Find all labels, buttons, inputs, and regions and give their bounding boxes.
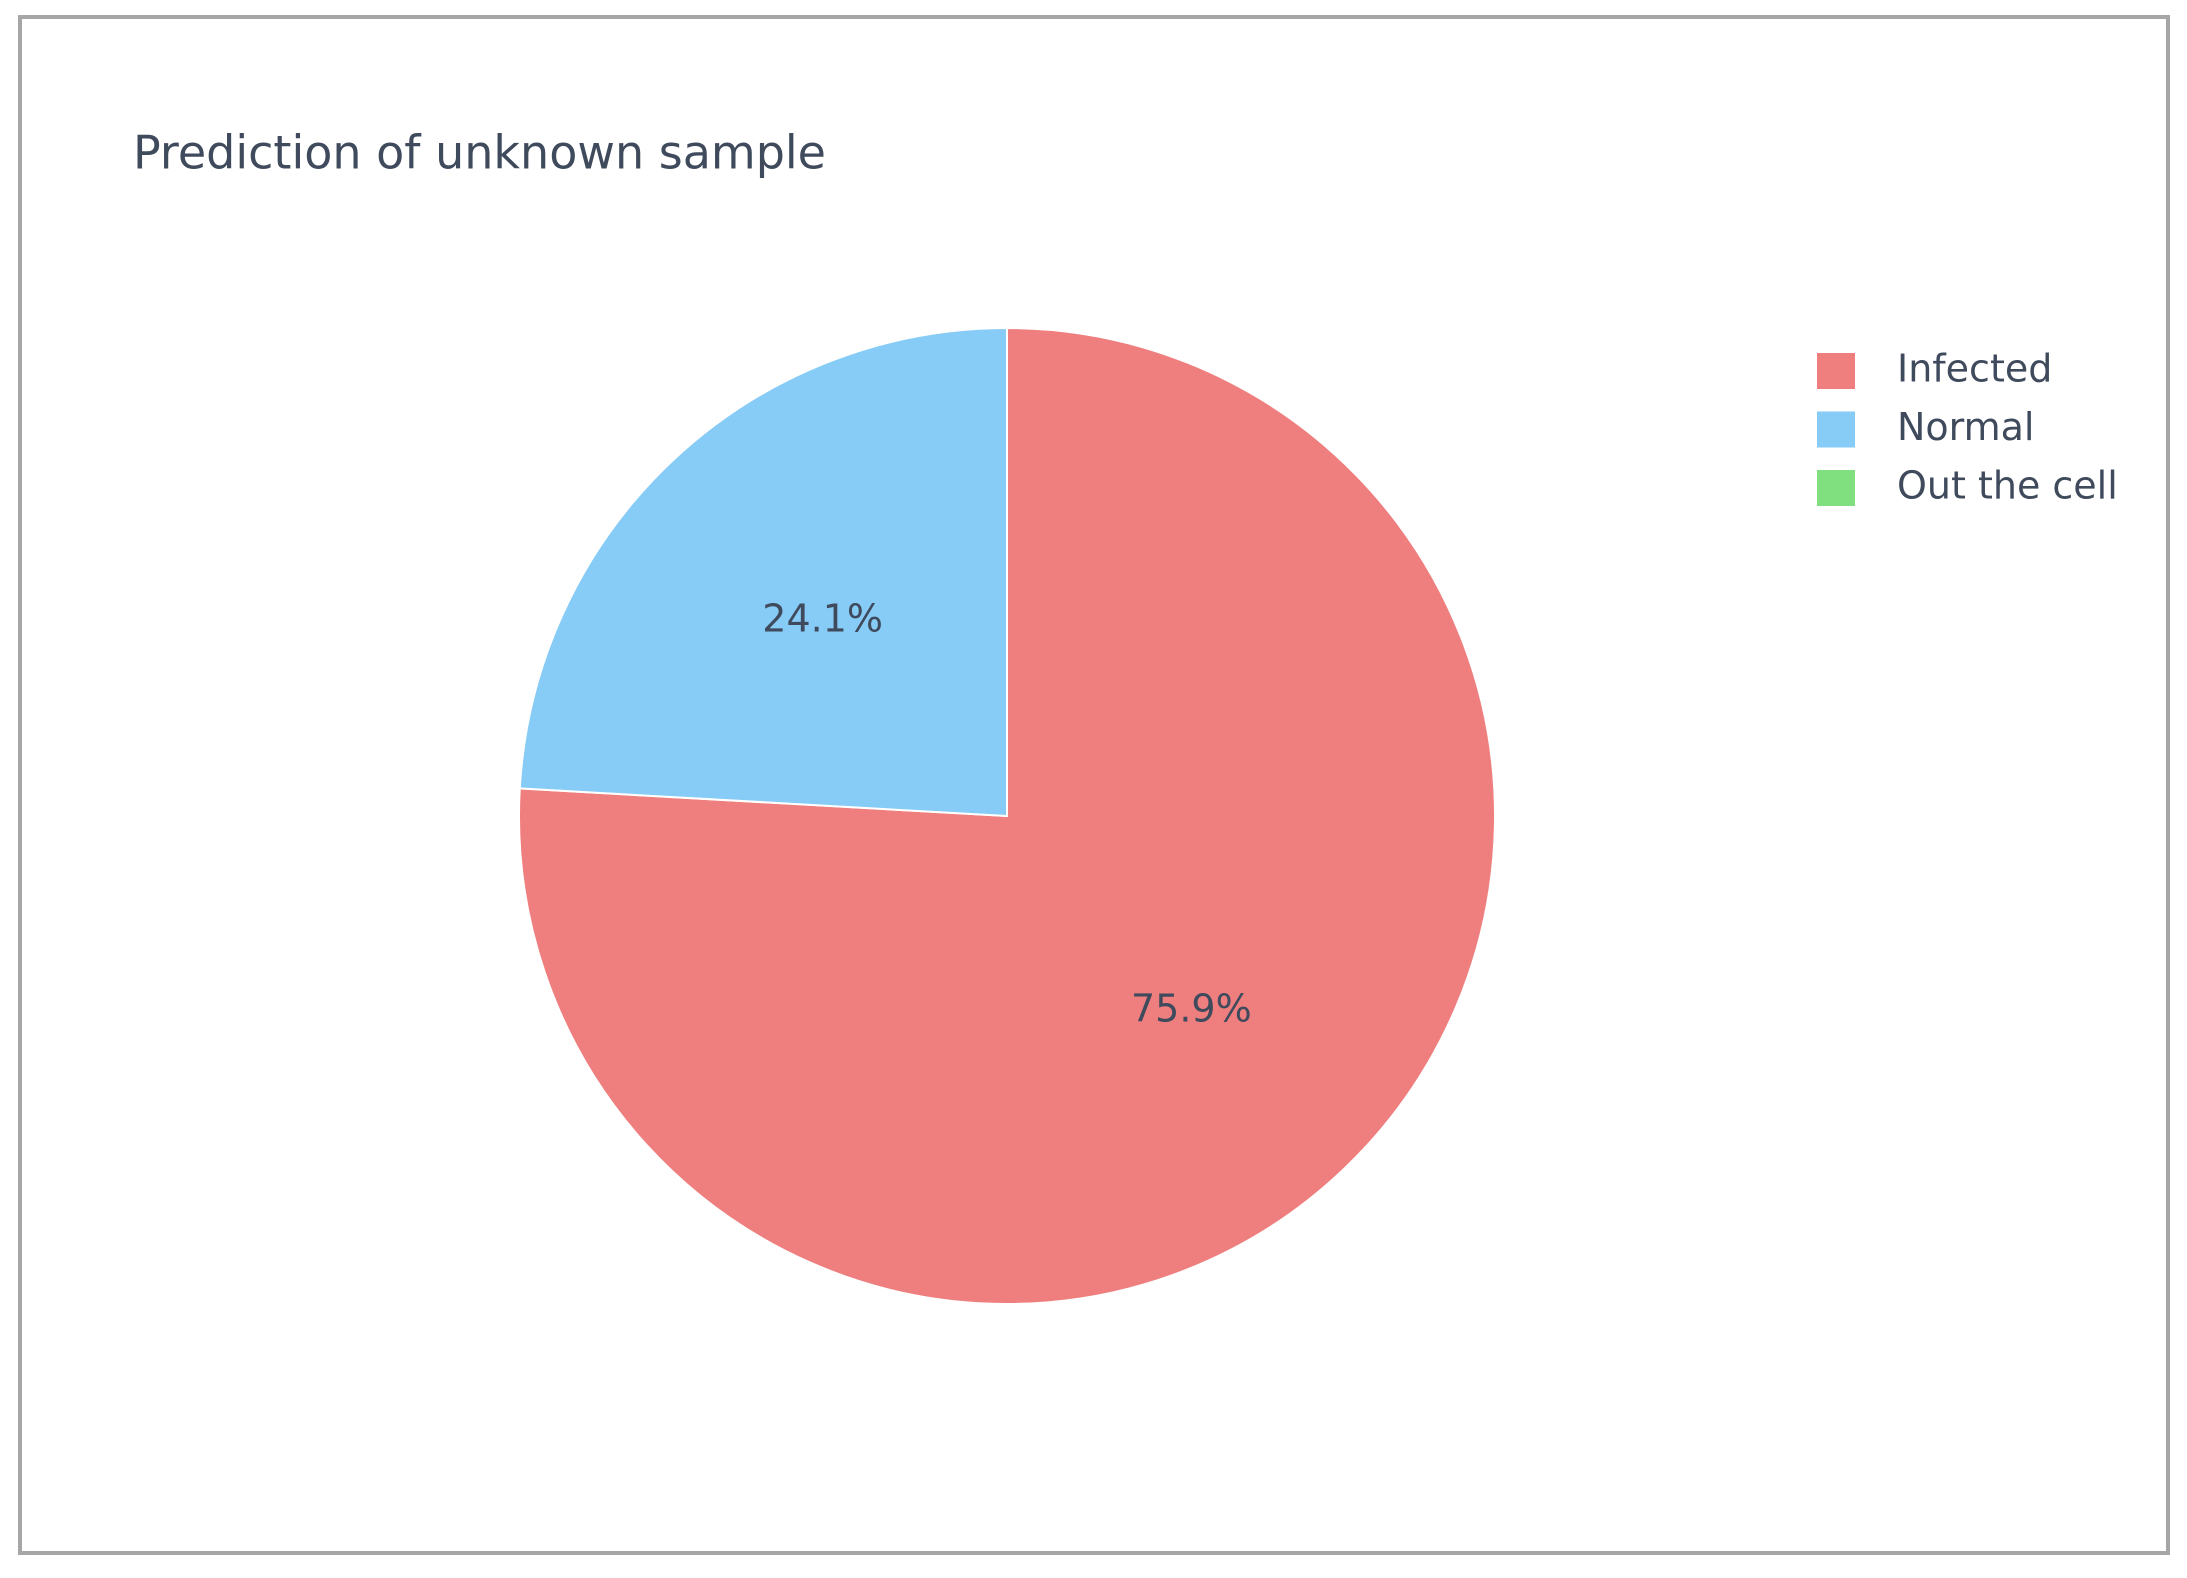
legend-label: Infected xyxy=(1897,347,2052,391)
legend-label: Normal xyxy=(1897,405,2035,449)
pie-slice xyxy=(518,326,1008,818)
legend-swatch xyxy=(1817,411,1855,448)
chart-title: Prediction of unknown sample xyxy=(133,126,826,180)
legend: Infected Normal Out the cell xyxy=(1817,347,2118,508)
slice-label: 75.9% xyxy=(1131,987,1252,1031)
legend-swatch xyxy=(1817,353,1855,389)
pie: 75.9% 24.1% xyxy=(518,326,1496,1305)
legend-swatch xyxy=(1817,470,1855,506)
legend-label: Out the cell xyxy=(1897,464,2118,508)
slice-label: 24.1% xyxy=(762,596,883,640)
